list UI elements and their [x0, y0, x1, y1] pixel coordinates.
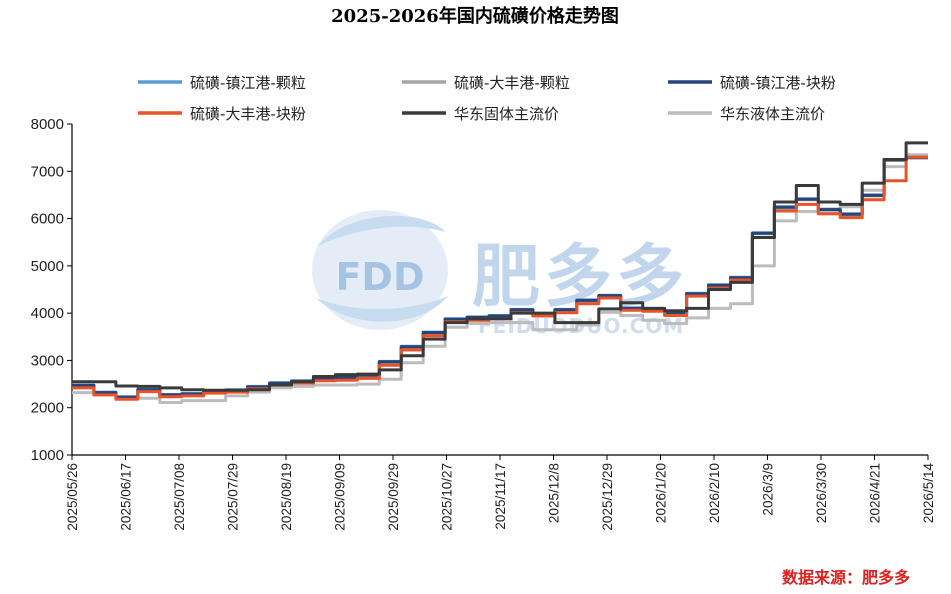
x-tick-label: 2025/12/29: [600, 463, 615, 531]
legend-label: 硫磺-大丰港-颗粒: [454, 74, 570, 92]
legend-label: 华东液体主流价: [720, 105, 825, 123]
x-tick-label: 2026/3/9: [761, 463, 776, 516]
series-line-5: [72, 153, 928, 404]
x-tick-label: 2025/08/19: [279, 463, 294, 531]
y-tick-label: 1000: [31, 447, 64, 464]
x-tick-label: 2026/3/30: [814, 463, 829, 523]
legend-label: 硫磺-镇江港-块粉: [720, 74, 836, 92]
x-tick-label: 2025/11/17: [493, 463, 508, 530]
legend-label: 华东固体主流价: [454, 105, 559, 123]
legend-item: 硫磺-大丰港-颗粒: [402, 74, 570, 92]
x-tick-label: 2025/07/08: [172, 463, 187, 531]
x-tick-label: 2025/07/29: [226, 463, 241, 531]
axes: 1000 2000 3000 4000 5000 6000 7000 8000 2025/05/…: [31, 116, 936, 531]
x-tick-label: 2026/2/10: [707, 463, 722, 523]
x-tick-label: 2025/10/27: [440, 463, 455, 531]
legend-label: 硫磺-镇江港-颗粒: [190, 74, 306, 92]
legend-label: 硫磺-大丰港-块粉: [190, 105, 306, 123]
x-tick-label: 2025/05/26: [65, 463, 80, 531]
x-tick-label: 2026/5/14: [921, 463, 936, 524]
x-tick-label: 2025/09/29: [386, 463, 401, 531]
x-tick-label: 2026/1/20: [654, 463, 669, 523]
x-tick-label: 2026/4/21: [868, 463, 883, 523]
series-line-4: [72, 141, 928, 392]
data-source: 数据来源：肥多多: [782, 568, 910, 587]
series-layer: [72, 141, 928, 404]
x-tick-label: 2025/09/09: [333, 463, 348, 531]
y-tick-label: 3000: [31, 352, 64, 369]
fdd-logo: FDD: [312, 210, 448, 330]
y-tick-label: 5000: [31, 258, 64, 275]
y-tick-label: 6000: [31, 211, 64, 228]
watermark-logo-text: FDD: [335, 255, 424, 299]
y-tick-label: 2000: [31, 400, 64, 417]
y-tick-label: 7000: [31, 163, 64, 180]
y-tick-label: 4000: [31, 305, 64, 322]
legend-item: 华东液体主流价: [668, 105, 825, 123]
x-tick-label: 2025/12/8: [547, 463, 562, 523]
y-tick-label: 8000: [31, 116, 64, 133]
legend-item: 硫磺-镇江港-块粉: [668, 74, 836, 92]
legend-item: 硫磺-大丰港-块粉: [138, 105, 306, 123]
chart-title: 2025-2026年国内硫磺价格走势图: [331, 5, 619, 27]
legend-item: 华东固体主流价: [402, 105, 559, 123]
x-tick-label: 2025/06/17: [119, 463, 134, 531]
legend-item: 硫磺-镇江港-颗粒: [138, 74, 306, 92]
